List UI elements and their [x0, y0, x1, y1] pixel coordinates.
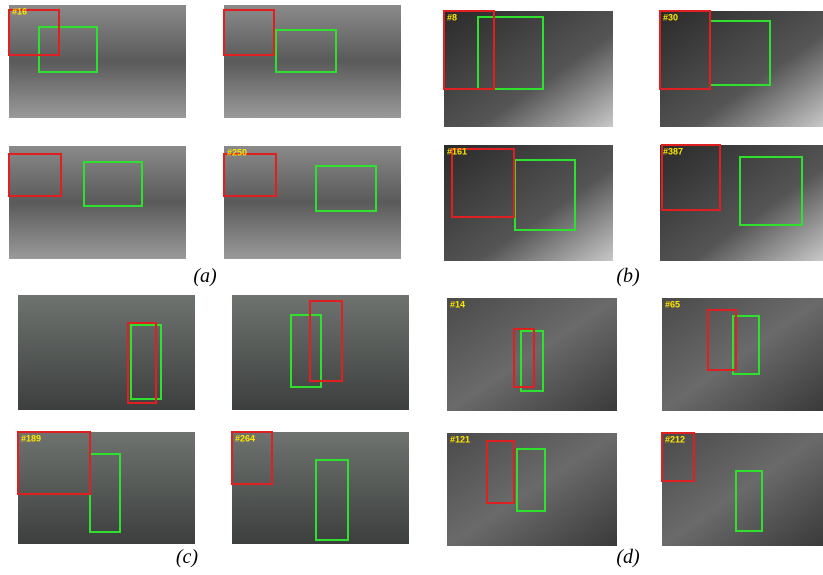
video-frame [18, 432, 195, 544]
frame-number: #250 [227, 147, 247, 157]
frame-number: #387 [663, 146, 683, 156]
video-frame [444, 145, 613, 261]
video-frame [447, 298, 617, 411]
video-frame [18, 295, 195, 410]
panel-caption: (c) [176, 546, 199, 568]
figure: #16 #250 (a) #8 #30 #161 #387 (b) #189 #264 (c) #14… [0, 0, 823, 575]
frame-number: #189 [21, 433, 41, 443]
panel-caption: (a) [193, 265, 217, 287]
frame-number: #264 [235, 433, 255, 443]
video-frame [444, 11, 613, 127]
frame-number: #212 [665, 434, 685, 444]
video-frame [224, 146, 401, 259]
video-frame [662, 433, 823, 546]
video-frame [232, 432, 409, 544]
frame-number: #8 [447, 12, 457, 22]
frame-number: #30 [663, 12, 678, 22]
frame-number: #16 [12, 6, 27, 16]
page: #16 #250 (a) #8 #30 #161 #387 (b) #189 #264 (c) #14… [0, 0, 823, 575]
video-frame [660, 11, 823, 127]
video-frame [224, 5, 401, 118]
panel-caption: (d) [616, 546, 640, 568]
panel-caption: (b) [616, 265, 640, 287]
frame-number: #161 [447, 146, 467, 156]
frame-number: #65 [665, 299, 680, 309]
frame-number: #14 [450, 299, 465, 309]
video-frame [662, 298, 823, 411]
frame-number: #121 [450, 434, 470, 444]
video-frame [660, 145, 823, 261]
